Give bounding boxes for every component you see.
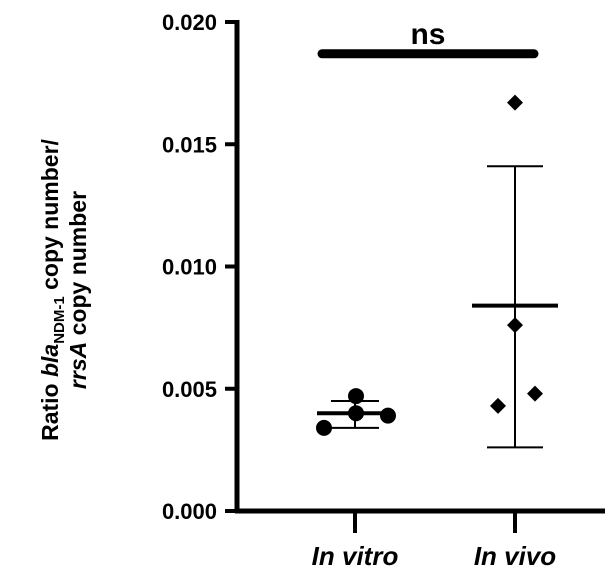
x-tick-label: In vitro [312, 541, 399, 571]
y-axis-label-line1: Ratio blaNDM-1 copy number/ [37, 138, 68, 440]
y-tick-label: 0.015 [162, 132, 217, 157]
y-tick-label: 0.010 [162, 255, 217, 280]
y-tick-label: 0.020 [162, 10, 217, 35]
x-tick-label: In vivo [474, 541, 556, 571]
data-points [316, 94, 543, 436]
data-point-circle [316, 419, 332, 436]
significance-label: ns [410, 18, 445, 51]
y-tick-label: 0.005 [162, 377, 217, 402]
data-point-diamond [507, 94, 523, 111]
y-axis-ticks: 0.000 0.005 0.010 0.015 0.020 [162, 10, 237, 524]
data-point-circle [348, 388, 364, 405]
data-point-diamond [507, 317, 523, 334]
data-point-circle [348, 405, 364, 422]
data-point-diamond [527, 385, 543, 402]
x-axis-ticks: In vitro In vivo [312, 511, 556, 571]
y-axis-label-line2: rrsA copy number [65, 191, 91, 389]
error-bars [317, 165, 558, 449]
y-tick-label: 0.000 [162, 499, 217, 524]
y-axis-label: Ratio blaNDM-1 copy number/ rrsA copy nu… [37, 138, 91, 440]
data-point-circle [380, 407, 396, 424]
data-point-diamond [490, 397, 506, 414]
